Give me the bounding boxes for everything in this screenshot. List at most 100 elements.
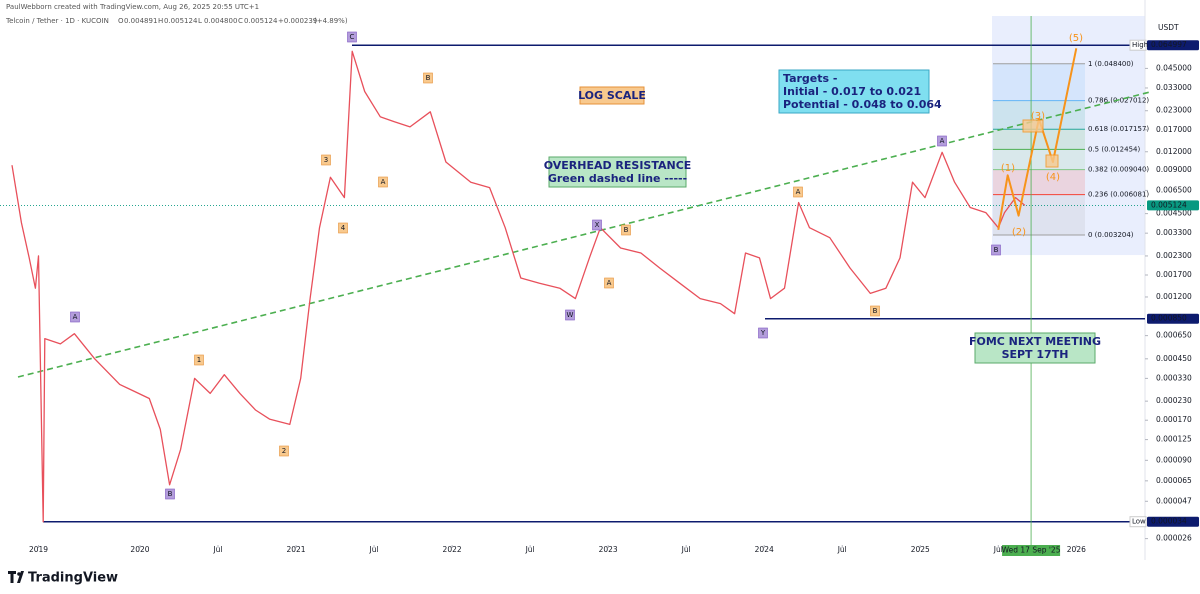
wave-tag-label: 3 <box>324 156 328 164</box>
x-tick-label: 2024 <box>755 545 774 554</box>
x-tick-label: 2020 <box>130 545 149 554</box>
x-tick-label: Jul <box>212 545 222 554</box>
trendline <box>17 91 1151 378</box>
wave-label: (3) <box>1031 111 1045 122</box>
credit: PaulWebborn created with TradingView.com… <box>6 3 259 11</box>
y-tick-label: 0.000450 <box>1156 354 1192 363</box>
fib-label: 0 (0.003204) <box>1088 231 1134 239</box>
header-text: 0.004891 <box>124 17 157 25</box>
wave-tag <box>870 305 880 317</box>
date-marker-label: Wed 17 Sep '25 <box>1002 546 1061 555</box>
header-text: (+4.89%) <box>314 17 348 25</box>
last-tag <box>1147 200 1199 211</box>
brand-logo <box>8 571 24 583</box>
fib-label: 0.618 (0.017157) <box>1088 125 1149 133</box>
header-text: H <box>158 17 163 25</box>
header-text: C <box>238 17 243 25</box>
wave4-box <box>1045 154 1059 168</box>
fib-label: 0.382 (0.009040) <box>1088 166 1149 174</box>
wave-tag-label: B <box>994 246 999 254</box>
y-tick-label: 0.000047 <box>1156 496 1192 505</box>
header-text: 0.004800 <box>204 17 237 25</box>
fib-band <box>993 149 1085 170</box>
wave-tag-label: C <box>350 33 355 41</box>
date-marker-tag <box>1002 545 1061 556</box>
low-name-box <box>1129 516 1147 528</box>
header-text: 0.005124 <box>164 17 198 25</box>
low-tag-label: 0.000034 <box>1151 517 1187 526</box>
wave-tag <box>321 154 331 166</box>
x-tick-label: Jul <box>681 545 691 554</box>
note-line: Initial - 0.017 to 0.021 <box>783 85 921 98</box>
wave-tag-label: B <box>168 490 173 498</box>
wave-tag-label: B <box>426 74 431 82</box>
x-tick-label: 2021 <box>286 545 305 554</box>
wave-tag <box>165 488 175 500</box>
y-tick-label: 0.001700 <box>1156 270 1192 279</box>
y-tick-label: 0.012000 <box>1156 147 1192 156</box>
fib-band <box>993 129 1085 150</box>
wave-tag-label: W <box>567 311 574 319</box>
wave-tag-label: A <box>607 279 612 287</box>
x-tick-label: Jul <box>525 545 535 554</box>
header-text: O <box>118 17 124 25</box>
wave-tag-label: Y <box>760 329 766 337</box>
wave-tag <box>592 219 602 231</box>
note-box <box>579 86 645 105</box>
fib-band <box>993 169 1085 195</box>
note-line: Green dashed line ----- <box>548 172 687 185</box>
note-text: LOG SCALE <box>578 89 646 102</box>
note-text: FOMC NEXT MEETING SEPT 17TH <box>969 335 1101 361</box>
y-tick-label: 0.000065 <box>1156 476 1192 485</box>
header-text: L <box>198 17 202 25</box>
wave-tag <box>338 222 348 234</box>
wave-tag-label: A <box>381 178 386 186</box>
high-tag-label: 0.064997 <box>1151 40 1187 49</box>
wave-tag-label: A <box>73 313 78 321</box>
wave-tag <box>279 445 289 457</box>
y-tick-label: 0.003300 <box>1156 228 1192 237</box>
wave-tag-label: A <box>940 137 945 145</box>
note-text: OVERHEAD RESISTANCE Green dashed line ---… <box>544 159 692 185</box>
x-tick-label: Jul <box>993 545 1003 554</box>
y-tick-label: 0.001200 <box>1156 292 1192 301</box>
x-tick-label: 2022 <box>443 545 462 554</box>
note-line: FOMC NEXT MEETING <box>969 335 1101 348</box>
wave-tag <box>604 277 614 289</box>
wave-tag-label: X <box>595 221 600 229</box>
note-line: SEPT 17TH <box>1002 348 1069 361</box>
wave-tag <box>378 176 388 188</box>
y-tick-label: 0.000090 <box>1156 455 1192 464</box>
low-name: Low <box>1132 518 1146 526</box>
wave-tag <box>793 186 803 198</box>
y-tick-label: 0.023000 <box>1156 106 1192 115</box>
wave3-box <box>1022 119 1044 133</box>
wave-label: (1) <box>1001 163 1015 174</box>
wave-label: (4) <box>1046 172 1060 183</box>
wave-tag-label: 1 <box>197 356 201 364</box>
wave-tag <box>347 31 357 43</box>
note-box <box>548 156 687 188</box>
wave-tag-label: B <box>873 307 878 315</box>
wave-tag <box>758 327 768 339</box>
x-tick-label: 2023 <box>599 545 618 554</box>
support-tag <box>1147 313 1199 324</box>
y-tick-label: 0.017000 <box>1156 125 1192 134</box>
last-tag-label: 0.005124 <box>1151 200 1187 209</box>
y-tick-label: 0.004500 <box>1156 209 1192 218</box>
wave-tag-label: 2 <box>282 447 286 455</box>
wave-tag <box>194 354 204 366</box>
y-tick-label: 0.000170 <box>1156 415 1192 424</box>
wave-label: (5) <box>1069 33 1083 44</box>
y-tick-label: 0.033000 <box>1156 83 1192 92</box>
wave-tag <box>565 309 575 321</box>
wave-tag <box>70 311 80 323</box>
fib-label: 1 (0.048400) <box>1088 60 1134 68</box>
wave-label: (2) <box>1012 227 1026 238</box>
note-box <box>778 69 930 114</box>
fib-label: 0.5 (0.012454) <box>1088 145 1140 153</box>
header-text: +0.000239 <box>278 17 317 25</box>
note-line: LOG SCALE <box>578 89 646 102</box>
currency: USDT <box>1158 23 1179 32</box>
